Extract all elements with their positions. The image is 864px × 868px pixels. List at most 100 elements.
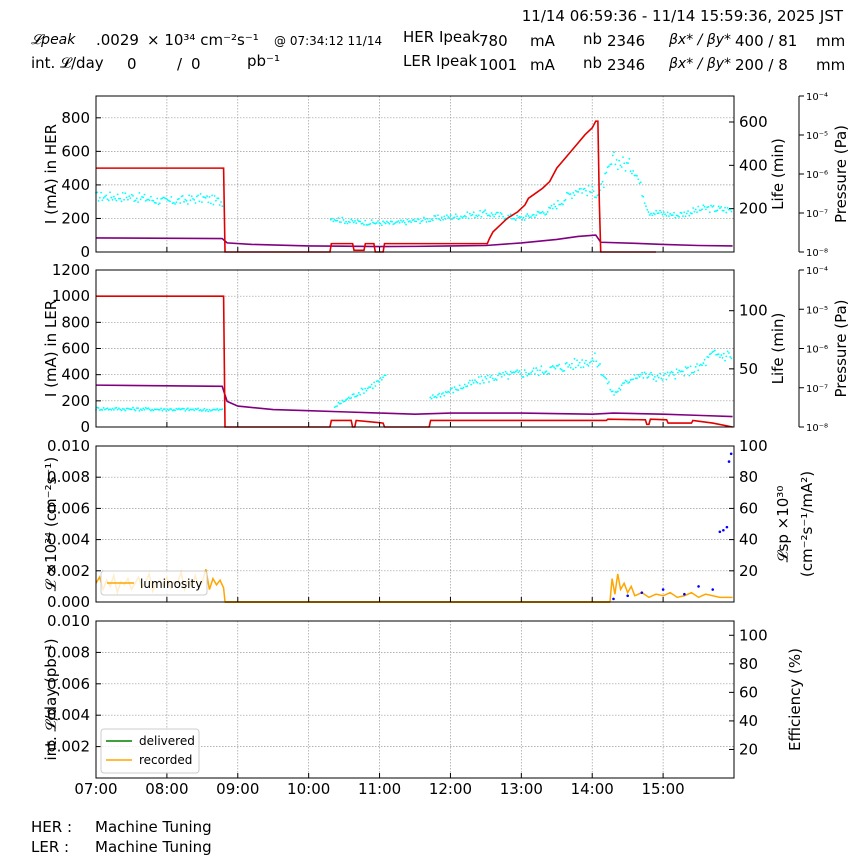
pressure-point: [102, 406, 105, 409]
pressure-point: [502, 215, 504, 218]
pressure-point: [379, 377, 382, 379]
y-tick-label: 0: [80, 418, 90, 436]
pressure-point: [142, 196, 145, 199]
pressure-point: [197, 407, 199, 410]
pressure-point: [531, 370, 534, 373]
pressure-point: [615, 158, 618, 161]
specific-lumi-point: [640, 591, 644, 594]
pressure-point: [645, 205, 647, 208]
pressure-point: [435, 217, 438, 220]
specific-lumi-point: [725, 525, 729, 529]
pressure-point: [333, 218, 336, 221]
pressure-point: [329, 218, 332, 221]
y-axis-label: I (mA) in HER: [42, 124, 60, 224]
pressure-point: [712, 350, 715, 353]
pressure-point: [579, 187, 582, 190]
pressure-point: [135, 407, 138, 409]
pressure-point: [536, 369, 539, 372]
pressure-point: [722, 209, 725, 212]
pressure-point: [170, 196, 173, 198]
pressure-point: [724, 206, 726, 209]
pressure-point: [592, 190, 595, 193]
life-line: [95, 384, 733, 418]
y2-tick-label: 20: [739, 740, 758, 758]
pressure-point: [470, 383, 473, 386]
pressure-point: [682, 370, 684, 373]
pressure-point: [587, 364, 590, 367]
pressure-point: [415, 220, 418, 223]
ler-nb-value: 2346: [607, 56, 645, 74]
pressure-point: [523, 369, 526, 371]
pressure-point: [186, 407, 189, 410]
pressure-point: [590, 191, 592, 194]
y-tick-label: 600: [61, 340, 90, 358]
pressure-point: [642, 377, 645, 379]
pressure-point: [628, 381, 631, 384]
pressure-point: [137, 201, 140, 203]
pressure-point: [641, 371, 644, 374]
pressure-point: [694, 365, 697, 368]
pressure-point: [671, 214, 674, 217]
pressure-point: [516, 214, 518, 217]
pressure-point: [493, 379, 496, 382]
pressure-point: [494, 378, 497, 380]
pressure-point: [567, 192, 570, 195]
y-tick-label: 0.002: [47, 562, 90, 580]
pressure-point: [657, 376, 660, 379]
pressure-point: [577, 364, 580, 367]
pressure-point: [402, 219, 405, 222]
pressure-point: [364, 219, 367, 222]
pressure-point: [669, 371, 672, 374]
pressure-point: [692, 371, 695, 374]
pressure-point: [499, 211, 502, 214]
pressure-point: [545, 213, 548, 215]
y-tick-label: 600: [61, 142, 90, 160]
pressure-point: [534, 216, 536, 219]
pressure-point: [599, 362, 601, 365]
pressure-point: [568, 364, 571, 366]
pressure-point: [639, 373, 642, 376]
y2-tick-label: 200: [739, 200, 768, 218]
pressure-point: [134, 199, 137, 202]
ler-peak-label: LER Ipeak: [403, 52, 477, 70]
pressure-point: [104, 195, 106, 198]
pressure-point: [588, 361, 591, 364]
pressure-point: [198, 200, 201, 203]
pressure-point: [591, 357, 594, 360]
pressure-point: [661, 213, 664, 216]
pressure-point: [120, 409, 123, 412]
pressure-point: [502, 371, 504, 374]
pressure-point: [697, 369, 700, 372]
pressure-point: [569, 366, 572, 369]
specific-lumi-point: [661, 588, 665, 591]
y-tick-label: 200: [61, 392, 90, 410]
pressure-point: [702, 204, 705, 207]
pressure-point: [116, 408, 119, 411]
pressure-point: [463, 214, 466, 217]
pressure-point: [209, 410, 212, 412]
pressure-point: [571, 362, 573, 365]
pressure-point: [688, 374, 691, 377]
peak-lumi-unit: × 10³⁴ cm⁻²s⁻¹: [147, 31, 259, 49]
pressure-point: [508, 373, 511, 376]
y-axis-label: int. 𝓛/day (pb⁻¹): [42, 638, 60, 760]
pressure-point: [109, 191, 111, 194]
pressure-point: [212, 203, 215, 206]
pressure-point: [172, 201, 175, 204]
pressure-tick-label: 10⁻⁵: [806, 131, 828, 142]
pressure-point: [425, 221, 428, 223]
pressure-point: [550, 204, 553, 207]
pressure-point: [495, 379, 498, 381]
pressure-point: [638, 375, 641, 378]
pressure-point: [341, 216, 344, 219]
pressure-point: [652, 378, 655, 381]
pressure-point: [118, 407, 120, 410]
pressure-point: [542, 212, 545, 214]
pressure-point: [647, 211, 650, 213]
pressure-point: [698, 364, 701, 367]
pressure-point: [437, 214, 439, 217]
pressure-point: [120, 200, 123, 203]
her-nb-label: nb: [583, 30, 602, 48]
chart-panel-3: 0.000 0.002 0.004 0.006 0.008 0.010 20 40 60 80 10…: [42, 437, 816, 611]
